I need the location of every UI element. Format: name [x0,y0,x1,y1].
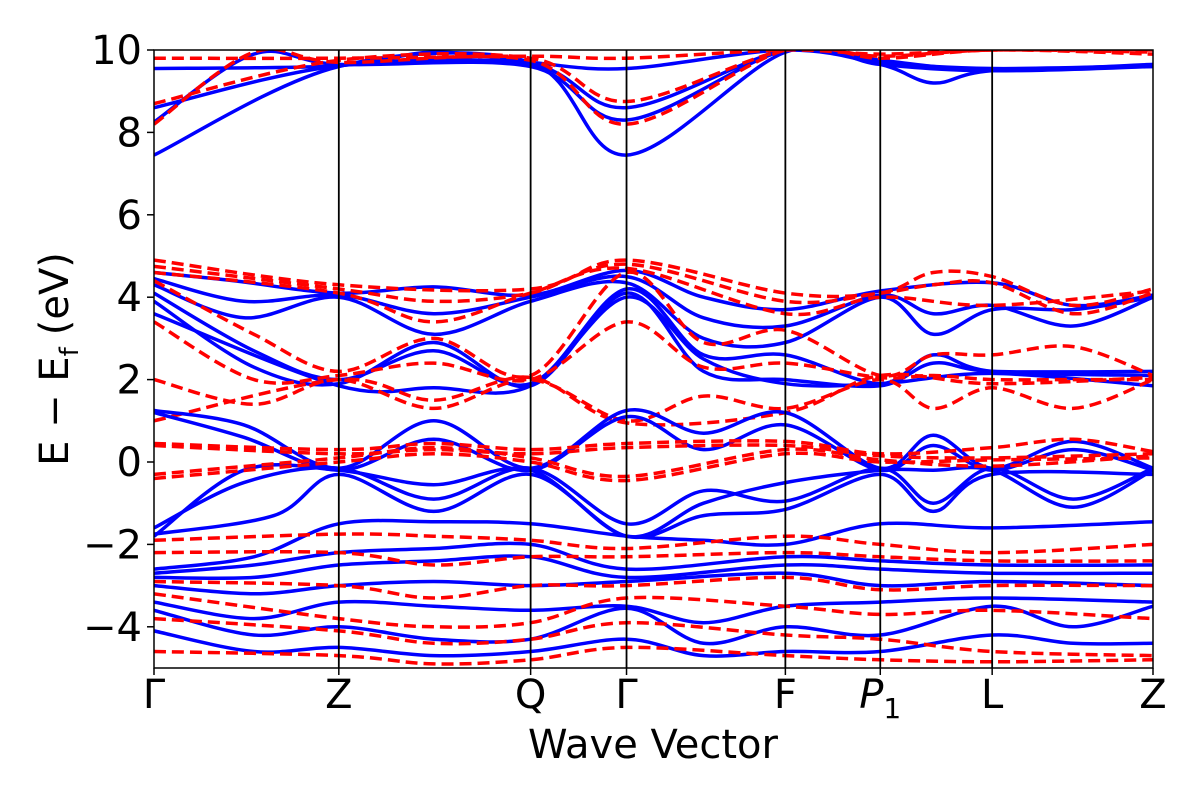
x-axis-title: Wave Vector [528,722,779,768]
band-line-38 [154,575,1153,600]
y-axis-title-main: E − E [32,356,78,466]
x-axis-ticks: Γ Z Q Γ F P1 L Z [143,668,1167,725]
x-tick-label-main-2: Q [515,672,546,718]
band-line-13 [154,258,1153,308]
band-line-7 [154,268,1153,312]
x-tick-label-6: L [981,672,1004,718]
x-tick-label-3: Γ [615,672,638,718]
band-lines [154,50,1153,666]
x-tick-label-1: Z [325,672,352,718]
y-axis-ticks: 10 8 6 4 2 0 −2 −4 [83,28,154,651]
high-symmetry-dividers [337,50,994,668]
band-line-30 [154,541,1153,575]
y-tick-label-4: 2 [117,358,142,404]
y-tick-label-0: 10 [91,28,142,74]
y-tick-label-6: −2 [83,522,142,568]
y-tick-label-5: 0 [117,440,142,486]
x-tick-label-main-4: F [774,672,797,718]
band-line-40 [154,616,1153,658]
band-line-36 [154,532,1153,555]
band-line-26 [154,443,1153,460]
x-tick-label-main-3: Γ [615,672,638,718]
y-tick-label-2: 6 [117,193,142,239]
band-line-37 [154,549,1153,567]
band-line-32 [154,571,1153,596]
band-line-25 [154,437,1153,456]
band-line-17 [154,320,1153,385]
band-line-31 [154,554,1153,581]
x-tick-label-sub-5: 1 [883,692,901,725]
band-line-41 [154,645,1153,666]
x-tick-label-7: Z [1139,672,1166,718]
x-tick-label-main-6: L [981,672,1004,718]
y-tick-label-1: 8 [117,110,142,156]
x-tick-label-2: Q [515,672,546,718]
x-tick-label-main-5: P [859,672,884,718]
x-tick-label-main-7: Z [1139,672,1166,718]
y-axis-title: E − Ef (eV) [32,252,85,466]
x-tick-label-main-1: Z [325,672,352,718]
y-axis-title-subscript: f [55,346,85,356]
plot-frame [153,49,1154,669]
x-tick-label-5: P1 [859,672,901,725]
x-tick-label-main-0: Γ [143,672,166,718]
band-line-12 [154,295,1153,395]
y-tick-label-7: −4 [83,605,142,651]
x-tick-label-4: F [774,672,797,718]
band-line-14 [154,262,1153,316]
band-line-6 [154,50,1153,61]
y-tick-label-3: 4 [117,275,142,321]
band-line-24 [154,469,1153,540]
band-line-5 [154,50,1153,106]
x-tick-label-0: Γ [143,672,166,718]
band-line-33 [154,596,1153,625]
y-axis-title-unit: (eV) [32,252,78,335]
